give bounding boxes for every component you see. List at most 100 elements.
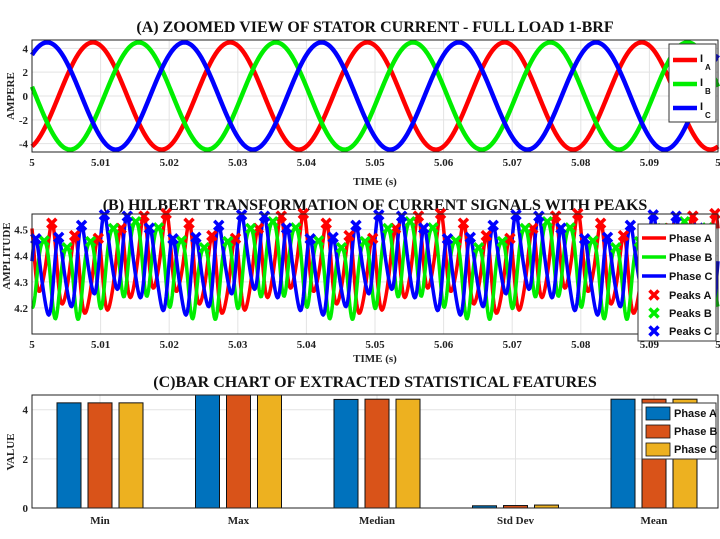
panel-c-plot-frame: [31, 394, 719, 509]
panel-b-peak-marker: [335, 242, 348, 254]
panel-a-y-tick-label: -4: [19, 139, 29, 151]
panel-b-x-tick-label: 5.06: [434, 339, 454, 351]
panel-b-peak-marker: [175, 235, 188, 247]
panel-a-y-tick-label: 2: [23, 67, 29, 79]
panel-c-bar: [395, 398, 421, 509]
panel-c-category-label: Max: [228, 515, 250, 527]
panel-b-peak-marker: [617, 229, 630, 242]
panel-b-peak-marker: [327, 231, 339, 244]
panel-b-peak-marker: [343, 229, 355, 242]
panel-b-peak-marker: [30, 232, 42, 245]
panel-b-peak-marker: [52, 231, 65, 244]
panel-b-peak-marker: [213, 219, 225, 232]
panel-b-legend-marker-swatch: [648, 325, 660, 337]
panel-b-peak-marker: [46, 217, 58, 229]
panel-b-peak-marker: [519, 222, 531, 235]
panel-a-series-line-b: [29, 40, 720, 152]
panel-c-bar: [226, 394, 251, 509]
panel-c-legend-swatch: [645, 406, 671, 421]
panel-c-bar: [610, 398, 636, 509]
panel-b-peak-marker: [245, 222, 257, 235]
panel-b-peak-marker: [143, 222, 156, 234]
panel-a-x-tick-label: 5.08: [571, 157, 591, 169]
panel-c-legend-label: Phase A: [674, 408, 717, 420]
panel-a-series: [29, 40, 720, 152]
panel-b-peak-marker: [280, 222, 293, 234]
panel-c-y-label: VALUE: [5, 433, 17, 470]
panel-b-series-line-1: [30, 219, 720, 321]
panel-c-bar: [333, 398, 359, 509]
panel-b-peak-marker: [366, 232, 379, 245]
panel-c-bar: [56, 402, 82, 509]
panel-a-x-tick-label: 5.04: [297, 157, 317, 169]
panel-b-peak-marker: [190, 231, 202, 244]
panel-c-bar: [257, 394, 282, 509]
panel-b-legend-marker-swatch: [648, 289, 660, 301]
panel-b-peak-marker: [549, 210, 562, 222]
panel-c-y-tick-label: 2: [23, 454, 29, 466]
panel-a-y-ticks: 4 2 0 -2 -4: [19, 43, 29, 150]
panel-a-y-label: AMPERE: [5, 72, 17, 120]
panel-b-peak-marker: [183, 217, 195, 229]
panel-b-y-tick-label: 4.5: [14, 225, 28, 237]
panel-b-x-tick-label: 5: [715, 339, 720, 351]
panel-b-peak-marker: [129, 215, 142, 228]
panel-b-peak-marker: [75, 219, 88, 232]
panel-a-legend-label: I: [700, 101, 703, 113]
panel-b-legend-label: Phase A: [669, 233, 712, 245]
panel-a-x-tick-label: 5.05: [365, 157, 385, 169]
panel-b-peak-marker: [504, 232, 516, 245]
panel-b-peak-marker: [198, 242, 210, 254]
panel-b-y-ticks: 4.5 4.4 4.3 4.2: [14, 225, 28, 315]
panel-b-peak-marker: [304, 232, 316, 245]
panel-c-legend-swatch: [645, 424, 671, 439]
panel-b-peak-marker: [395, 210, 408, 222]
panel-b-x-tick-label: 5.07: [503, 339, 523, 351]
panel-a-y-tick-label: 0: [23, 91, 29, 103]
panel-c-category-label: Mean: [641, 515, 668, 527]
panel-a-x-ticks: 5 5.01 5.02 5.03 5.04 5.05 5.06 5.07 5.08 5.09 5: [29, 157, 720, 169]
panel-b-x-tick-label: 5: [29, 339, 35, 351]
panel-b-peak-marker: [68, 229, 81, 242]
panel-b-peak-marker: [359, 235, 371, 248]
panel-b-legend-label: Peaks C: [669, 326, 712, 338]
panel-a-x-tick-label: 5.06: [434, 157, 454, 169]
panel-a-x-label: TIME (s): [353, 176, 397, 188]
panel-b-x-tick-label: 5.02: [160, 339, 180, 351]
panel-b-peak-marker: [601, 231, 614, 244]
panel-b-peak-marker: [229, 232, 242, 245]
panel-b-peak-marker: [564, 222, 576, 234]
panel-b-peak-marker: [587, 235, 599, 247]
panel-b-peak-marker: [206, 229, 218, 242]
panel-b-peak-marker: [289, 222, 302, 234]
panel-b-peak-marker: [594, 217, 607, 229]
panel-c-y-tick-label: 4: [23, 405, 29, 417]
panel-b-y-label: AMPLITUDE: [1, 222, 13, 289]
panel-b-peak-marker: [121, 210, 134, 222]
panel-c: (C)BAR CHART OF EXTRACTED STATISTICAL FE…: [5, 374, 719, 527]
panel-a-series-line-a: [30, 40, 720, 152]
panel-b-legend-label: Peaks B: [669, 308, 712, 320]
panel-a-title: (A) ZOOMED VIEW OF STATOR CURRENT - FULL…: [136, 19, 613, 36]
panel-b-peak-marker: [464, 231, 477, 244]
panel-b-peak-marker: [138, 210, 150, 222]
panel-a-x-tick-label: 5: [715, 157, 720, 169]
panel-b-peak-marker: [427, 222, 439, 234]
panel-b-peak-marker: [312, 235, 325, 247]
panel-a-y-tick-label: 4: [23, 43, 29, 55]
panel-b-y-tick-label: 4.2: [14, 303, 28, 315]
panel-b-y-tick-label: 4.4: [14, 251, 28, 263]
panel-b-x-tick-label: 5.03: [228, 339, 248, 351]
panel-a-x-tick-label: 5.07: [503, 157, 523, 169]
panel-b-peak-marker: [92, 232, 105, 245]
panel-b-peak-marker: [480, 229, 493, 242]
panel-b-peak-marker: [222, 235, 234, 248]
panel-b-x-label: TIME (s): [353, 353, 397, 365]
panel-a: (A) ZOOMED VIEW OF STATOR CURRENT - FULL…: [5, 19, 720, 188]
panel-b-legend: Phase A Phase B Phase C Peaks A Peaks B Peaks…: [637, 223, 717, 342]
panel-b-peak-marker: [258, 210, 271, 222]
panel-b-peak-marker: [84, 235, 97, 248]
panel-b-peak-marker: [275, 210, 287, 222]
